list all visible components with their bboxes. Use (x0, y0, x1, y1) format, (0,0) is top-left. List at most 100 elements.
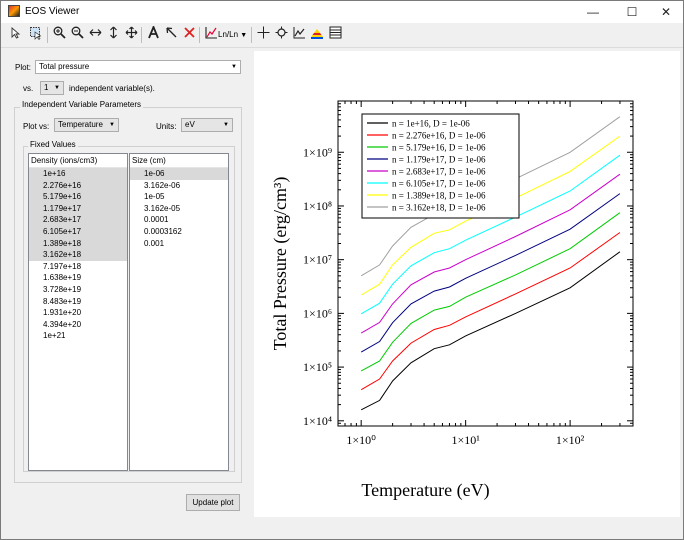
toolbar-separator (251, 27, 252, 43)
app-icon (8, 5, 20, 17)
crosshair-icon[interactable] (254, 26, 272, 44)
plot-vs-select[interactable]: Temperature ▼ (54, 118, 119, 132)
density-list-item[interactable]: 1.931e+20 (43, 308, 82, 318)
size-list-item[interactable]: 1e-06 (130, 168, 228, 180)
pointer-icon[interactable] (7, 26, 25, 44)
minimize-button[interactable]: — (587, 5, 599, 19)
chevron-down-icon: ▼ (54, 85, 60, 91)
density-list-item[interactable]: 1e+21 (43, 331, 66, 341)
units-select[interactable]: eV ▼ (181, 118, 233, 132)
density-list-items: 1e+16 2.276e+16 5.179e+16 1.179e+17 2.683e+1… (29, 168, 127, 342)
plot-panel[interactable]: 1×10⁰ 1×10¹ 1×10² 1×10⁴ 1×10⁵ 1×10⁶ 1×10⁷ 1×10⁸… (254, 51, 680, 517)
pan-vertical-icon[interactable] (104, 26, 122, 44)
legend-entry: n = 6.105e+17, D = 1e-06 (392, 179, 486, 189)
size-list-item[interactable]: 0.0003162 (144, 226, 182, 236)
density-list-item[interactable]: 1.179e+17 (29, 202, 127, 215)
density-list-item[interactable]: 5.179e+16 (29, 191, 127, 203)
update-plot-button[interactable]: Update plot (186, 494, 240, 511)
x-tick-label: 1×10¹ (451, 433, 480, 447)
clear-annotations-icon[interactable] (180, 26, 198, 44)
density-list-item[interactable]: 2.276e+16 (29, 179, 127, 192)
plot-quantity-value: Total pressure (39, 62, 90, 71)
plot-quantity-select[interactable]: Total pressure ▼ (35, 60, 241, 74)
pan-horizontal-icon[interactable] (86, 26, 104, 44)
close-button[interactable]: ✕ (660, 5, 672, 19)
series-line-6 (360, 154, 621, 315)
units-value: eV (185, 120, 195, 129)
text-annotation-icon[interactable] (144, 24, 162, 44)
vs-count-value: 1 (44, 83, 49, 92)
toolbar-separator (199, 27, 200, 43)
chevron-down-icon: ▼ (109, 122, 115, 128)
vs-count-select[interactable]: 1 ▼ (40, 81, 64, 95)
density-list-item[interactable]: 4.394e+20 (43, 319, 82, 329)
legend-entry: n = 2.683e+17, D = 1e-06 (392, 167, 486, 177)
vs-suffix-label: independent variable(s). (69, 84, 155, 93)
density-list-item[interactable]: 2.683e+17 (29, 214, 127, 226)
series-line-4 (360, 193, 621, 353)
density-list-item[interactable]: 6.105e+17 (29, 225, 127, 238)
chevron-down-icon: ▼ (240, 32, 248, 39)
fixed-values-title: Fixed Values (28, 140, 78, 149)
pan-all-icon[interactable] (122, 26, 140, 44)
series-line-3 (360, 212, 621, 372)
y-tick-label: 1×10⁸ (303, 199, 332, 213)
vs-label: vs. (23, 84, 34, 93)
toolbar-separator (141, 27, 142, 43)
size-list-header: Size (cm) (130, 154, 228, 168)
series-line-2 (360, 232, 621, 391)
legend-entry: n = 1.179e+17, D = 1e-06 (392, 155, 486, 165)
legend-box (361, 113, 520, 219)
zoom-out-icon[interactable] (68, 26, 86, 44)
y-tick-label: 1×10⁶ (303, 306, 332, 320)
color-map-icon[interactable] (308, 26, 326, 44)
plot-label: Plot: (15, 63, 32, 72)
ivp-group-title: Independent Variable Parameters (20, 100, 144, 109)
density-list-item[interactable]: 7.197e+18 (43, 261, 82, 271)
series-line-5 (360, 173, 621, 334)
table-icon[interactable] (326, 26, 344, 44)
controls-panel: Plot: Total pressure ▼ vs. 1 ▼ independe… (1, 49, 253, 519)
x-tick-label: 1×10⁰ (346, 433, 376, 447)
y-tick-label: 1×10⁴ (303, 414, 332, 428)
density-list-item[interactable]: 1.638e+19 (43, 273, 82, 283)
density-list-item[interactable]: 3.162e+18 (29, 249, 127, 261)
x-tick-label: 1×10² (556, 433, 585, 447)
y-tick-label: 1×10⁹ (303, 145, 332, 159)
size-list-item[interactable]: 0.001 (144, 238, 165, 248)
plot-vs-label: Plot vs: (23, 122, 50, 131)
density-list-item[interactable]: 1.389e+18 (29, 237, 127, 250)
size-list[interactable]: Size (cm) 1e-06 3.162e-06 1e-05 3.162e-05 0.… (129, 153, 229, 471)
y-axis-label: Total Pressure (erg/cm³) (270, 177, 291, 351)
line-style-icon[interactable] (290, 26, 308, 44)
arrow-annotation-icon[interactable] (162, 26, 180, 44)
plot-vs-value: Temperature (58, 120, 103, 129)
density-list-item[interactable]: 3.728e+19 (43, 284, 82, 294)
legend-entry: n = 3.162e+18, D = 1e-06 (392, 203, 486, 213)
series-line-1 (360, 251, 621, 411)
legend-entry: n = 1e+16, D = 1e-06 (392, 119, 470, 129)
data-marker-icon[interactable] (272, 26, 290, 44)
legend-entry: n = 2.276e+16, D = 1e-06 (392, 131, 486, 141)
density-list[interactable]: Density (ions/cm3) 1e+16 2.276e+16 5.179e+… (28, 153, 128, 471)
scale-dropdown[interactable]: Ln/Ln ▼ (218, 26, 247, 44)
select-box-icon[interactable] (27, 26, 45, 44)
size-list-items: 1e-06 3.162e-06 1e-05 3.162e-05 0.0001 0.0003… (130, 168, 228, 249)
series-line-7 (360, 135, 621, 296)
density-list-item[interactable]: 8.483e+19 (43, 296, 82, 306)
toolbar: Ln/Ln ▼ (1, 23, 683, 48)
size-list-item[interactable]: 3.162e-06 (144, 180, 181, 190)
title-bar: EOS Viewer — ☐ ✕ (1, 1, 683, 23)
y-tick-label: 1×10⁵ (303, 360, 332, 374)
pressure-chart[interactable]: 1×10⁰ 1×10¹ 1×10² 1×10⁴ 1×10⁵ 1×10⁶ 1×10⁷ 1×10⁸… (254, 51, 680, 517)
size-list-item[interactable]: 1e-05 (144, 192, 165, 202)
density-list-item[interactable]: 1e+16 (29, 168, 127, 180)
zoom-in-icon[interactable] (50, 26, 68, 44)
size-list-item[interactable]: 0.0001 (144, 215, 169, 225)
size-list-item[interactable]: 3.162e-05 (144, 203, 181, 213)
density-list-header: Density (ions/cm3) (29, 154, 127, 168)
maximize-button[interactable]: ☐ (626, 5, 638, 19)
scale-label: Ln/Ln (218, 30, 239, 39)
x-axis-label: Temperature (eV) (361, 480, 489, 501)
axes-icon[interactable] (202, 26, 220, 44)
